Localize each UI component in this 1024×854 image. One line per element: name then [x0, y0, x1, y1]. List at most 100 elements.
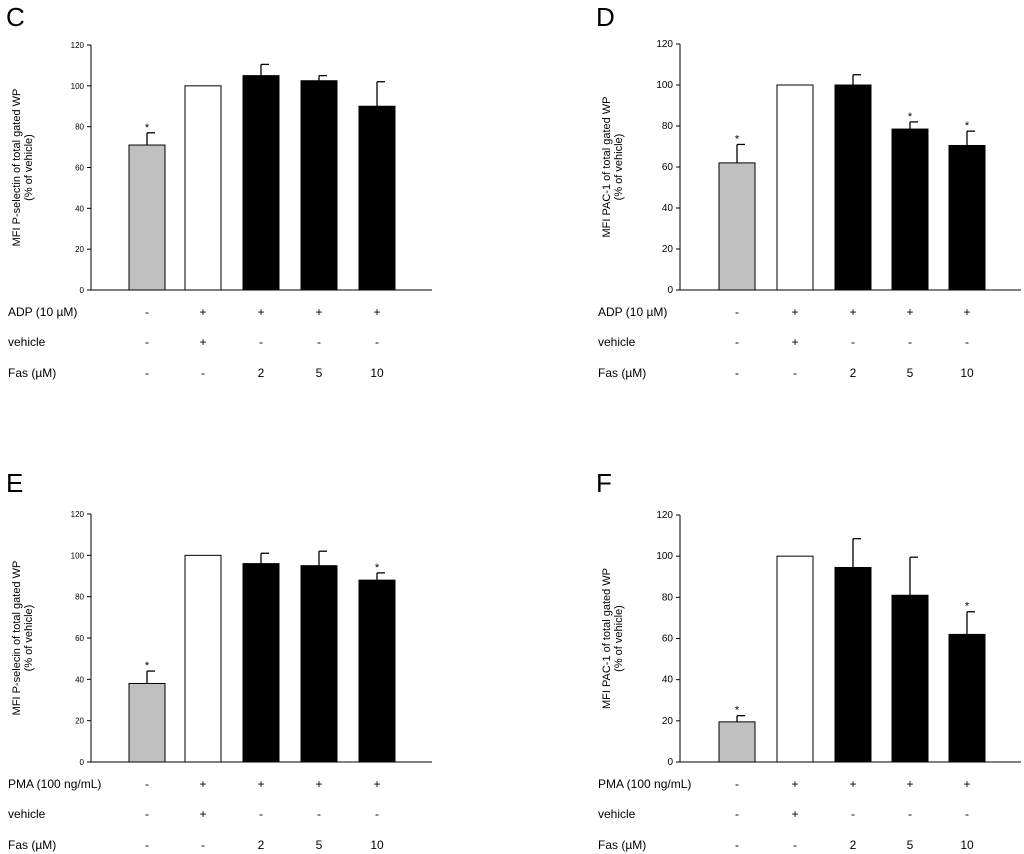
- bar: [834, 566, 872, 763]
- condition-value: +: [791, 305, 798, 319]
- y-tick-label: 40: [75, 204, 84, 213]
- condition-value: +: [791, 807, 798, 821]
- condition-value: -: [735, 366, 739, 380]
- condition-value: +: [849, 305, 856, 319]
- significance-marker: *: [965, 120, 970, 132]
- condition-value: -: [735, 807, 739, 821]
- panel-d: D 0 20 40 60 80 100 120 MFI PAC-1 of total gated…: [596, 2, 1021, 380]
- bar: [718, 162, 756, 291]
- condition-value: 5: [907, 838, 914, 852]
- significance-marker: *: [375, 562, 380, 574]
- condition-value: 2: [850, 366, 857, 380]
- y-tick-label: 100: [656, 551, 673, 562]
- y-tick-label: 80: [75, 123, 84, 132]
- y-tick-label: 40: [662, 675, 674, 686]
- condition-label: vehicle: [8, 807, 46, 821]
- y-axis-label: MFI P-selecin of total gated WP(% of veh…: [11, 561, 35, 716]
- y-tick-label: 60: [75, 164, 84, 173]
- panel-f: F 0 20 40 60 80 100 120 MFI PAC-1 of total gated…: [596, 468, 1021, 852]
- condition-label: PMA (100 ng/mL): [598, 777, 691, 791]
- condition-value: -: [317, 807, 321, 821]
- condition-value: -: [735, 838, 739, 852]
- significance-marker: *: [145, 660, 150, 672]
- condition-label: Fas (µM): [8, 366, 56, 380]
- y-axis-label-line: (% of vehicle): [613, 605, 625, 672]
- condition-value: 2: [258, 838, 265, 852]
- condition-value: +: [906, 305, 913, 319]
- panel-letter: C: [6, 2, 25, 32]
- condition-value: -: [965, 807, 969, 821]
- panel-e: E 0 20 40 60 80 100 120 MFI P-selecin of total g…: [6, 468, 432, 852]
- condition-value: +: [791, 335, 798, 349]
- y-tick-label: 80: [662, 121, 674, 132]
- condition-value: 10: [370, 838, 384, 852]
- condition-value: +: [791, 777, 798, 791]
- y-axis-label-line: MFI PAC-1 of total gated WP: [601, 568, 613, 709]
- y-axis-label: MFI PAC-1 of total gated WP(% of vehicle…: [601, 568, 625, 709]
- condition-value: +: [199, 777, 206, 791]
- significance-marker: *: [908, 111, 913, 123]
- condition-label: Fas (µM): [8, 838, 56, 852]
- condition-label: Fas (µM): [598, 838, 646, 852]
- condition-value: +: [199, 335, 206, 349]
- y-axis-label: MFI P-selectin of total gated WP(% of ve…: [11, 89, 35, 247]
- condition-value: -: [201, 838, 205, 852]
- condition-value: -: [735, 305, 739, 319]
- y-tick-label: 40: [75, 675, 84, 684]
- y-tick-label: 40: [662, 203, 674, 214]
- condition-label: PMA (100 ng/mL): [8, 777, 101, 791]
- y-tick-label: 120: [71, 510, 85, 519]
- y-tick-label: 0: [80, 286, 85, 295]
- significance-marker: *: [735, 133, 740, 145]
- condition-value: -: [259, 807, 263, 821]
- condition-value: -: [908, 807, 912, 821]
- bar: [718, 721, 756, 763]
- condition-value: 10: [960, 366, 974, 380]
- condition-label: ADP (10 µM): [8, 305, 77, 319]
- y-tick-label: 100: [71, 551, 85, 560]
- condition-value: +: [373, 305, 380, 319]
- panel-letter: F: [596, 468, 612, 498]
- condition-value: -: [145, 335, 149, 349]
- condition-value: 10: [960, 838, 974, 852]
- panel-letter: E: [6, 468, 23, 498]
- bar: [242, 75, 280, 291]
- condition-label: vehicle: [598, 335, 636, 349]
- y-tick-label: 20: [662, 716, 674, 727]
- condition-value: -: [145, 807, 149, 821]
- bar: [948, 144, 986, 291]
- bar: [891, 594, 929, 763]
- bar: [776, 84, 814, 291]
- condition-value: 2: [258, 366, 265, 380]
- significance-marker: *: [145, 122, 150, 134]
- condition-label: Fas (µM): [598, 366, 646, 380]
- condition-value: 10: [370, 366, 384, 380]
- y-tick-label: 0: [80, 758, 85, 767]
- condition-value: +: [906, 777, 913, 791]
- y-axis-label-line: MFI P-selecin of total gated WP: [11, 561, 23, 716]
- y-axis-label-line: (% of vehicle): [23, 605, 35, 672]
- condition-value: -: [201, 366, 205, 380]
- condition-value: 2: [850, 838, 857, 852]
- condition-value: 5: [316, 838, 323, 852]
- condition-value: -: [259, 335, 263, 349]
- bar: [242, 563, 280, 763]
- condition-value: -: [375, 335, 379, 349]
- condition-label: vehicle: [8, 335, 46, 349]
- condition-value: 5: [907, 366, 914, 380]
- bar: [358, 579, 396, 763]
- condition-value: -: [793, 366, 797, 380]
- condition-value: +: [199, 305, 206, 319]
- bar: [128, 682, 166, 763]
- y-tick-label: 60: [662, 162, 674, 173]
- bar: [300, 565, 338, 763]
- y-axis-label: MFI PAC-1 of total gated WP(% of vehicle…: [601, 96, 625, 237]
- condition-value: -: [375, 807, 379, 821]
- condition-value: +: [199, 807, 206, 821]
- y-tick-label: 0: [667, 285, 673, 296]
- y-tick-label: 60: [75, 634, 84, 643]
- condition-value: -: [908, 335, 912, 349]
- y-tick-label: 120: [656, 39, 673, 50]
- y-tick-label: 80: [662, 592, 674, 603]
